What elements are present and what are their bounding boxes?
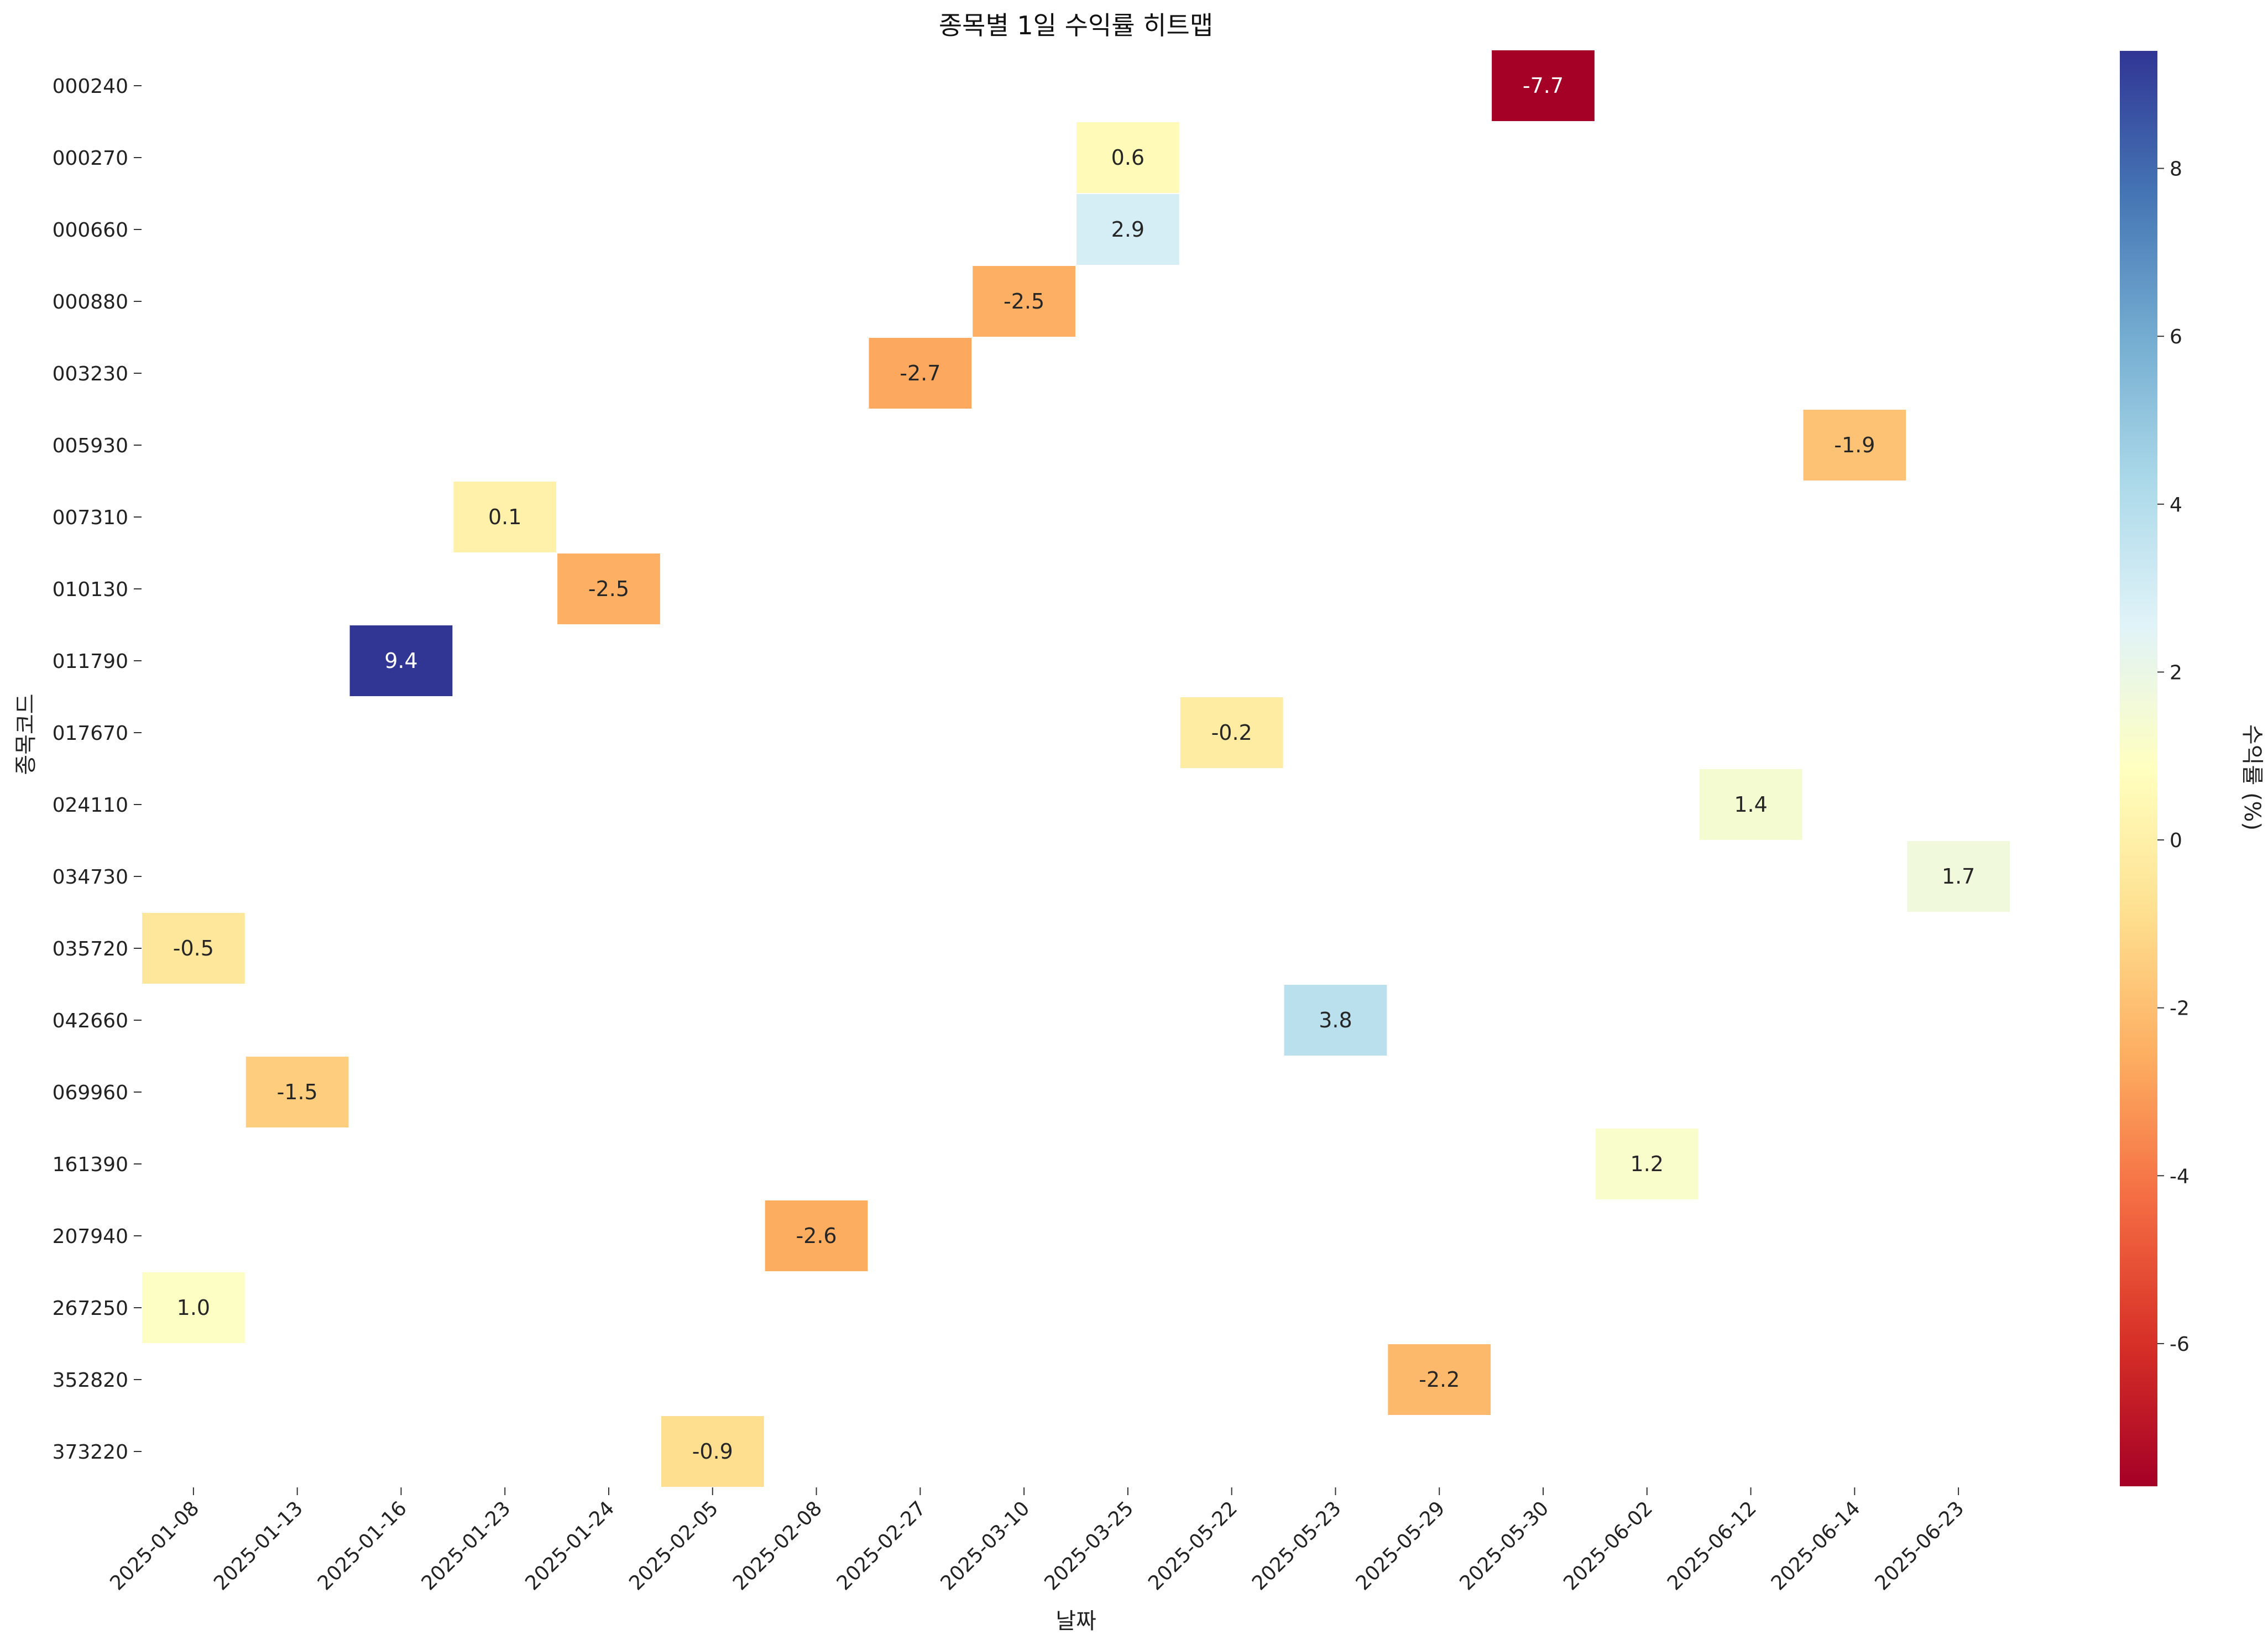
cell-value-label: 1.0 <box>177 1296 210 1320</box>
y-tick-label: 024110 <box>53 794 128 817</box>
cell-value-label: -0.5 <box>173 936 214 960</box>
y-tick-label: 011790 <box>53 650 128 673</box>
cell-value-label: 0.6 <box>1111 145 1145 170</box>
plot-area: -7.7 0.6 2.9 -2.5 -2.7 -1.9 0.1 -2.5 9.4 -0.2 1.4 1… <box>141 49 2011 1488</box>
y-tick-label: 207940 <box>53 1225 128 1248</box>
heatmap-cell <box>1594 1127 1700 1200</box>
x-axis-label: 날짜 <box>1055 1609 1096 1634</box>
x-tick-label: 2025-05-29 <box>1352 1497 1450 1595</box>
heatmap-cell <box>1075 193 1180 266</box>
y-tick-label: 007310 <box>53 506 128 529</box>
cell-value-label: -2.5 <box>1004 289 1044 314</box>
colorbar-tick-label: -4 <box>2170 1165 2189 1188</box>
heatmap-cell <box>556 552 661 625</box>
x-axis: 2025-01-08 2025-01-13 2025-01-16 2025-01-23… <box>106 1487 1968 1595</box>
y-axis: 000240 000270 000660 000880 003230 005930 0073… <box>53 75 142 1464</box>
y-tick-label: 034730 <box>53 866 128 889</box>
y-tick-label: 069960 <box>53 1082 128 1104</box>
x-tick-label: 2025-01-08 <box>106 1497 203 1595</box>
heatmap-cell <box>1491 49 1596 122</box>
cell-value-label: -2.2 <box>1419 1367 1460 1392</box>
x-tick-label: 2025-01-24 <box>521 1497 619 1595</box>
x-tick-label: 2025-06-12 <box>1663 1497 1761 1595</box>
cell-value-label: 1.4 <box>1734 792 1767 817</box>
heatmap-cell <box>141 912 246 985</box>
heatmap-cell <box>1698 768 1804 841</box>
cell-value-label: -0.9 <box>692 1439 733 1464</box>
x-tick-label: 2025-05-30 <box>1455 1497 1553 1595</box>
cell-value-label: 1.7 <box>1942 864 1975 889</box>
heatmap-cell <box>660 1415 765 1488</box>
y-tick-label: 000240 <box>53 75 128 98</box>
heatmap-cell <box>1075 121 1180 194</box>
cell-value-label: 9.4 <box>384 649 417 673</box>
cell-value-label: 0.1 <box>488 505 521 529</box>
heatmap-cell <box>1387 1343 1492 1416</box>
y-tick-label: 000880 <box>53 291 128 314</box>
y-tick-label: 003230 <box>53 363 128 385</box>
y-tick-label: 000270 <box>53 147 128 170</box>
cell-value-label: -2.7 <box>900 361 940 385</box>
cell-value-label: 3.8 <box>1319 1008 1352 1032</box>
y-tick-label: 042660 <box>53 1010 128 1032</box>
cell-value-label: -7.7 <box>1523 74 1564 98</box>
y-tick-label: 352820 <box>53 1369 128 1392</box>
x-tick-label: 2025-03-10 <box>937 1497 1034 1595</box>
heatmap-cell <box>971 265 1076 338</box>
y-tick-label: 267250 <box>53 1297 128 1320</box>
cell-value-label: -1.9 <box>1834 433 1875 457</box>
x-tick-label: 2025-01-13 <box>210 1497 307 1595</box>
colorbar-tick-label: 6 <box>2170 326 2182 348</box>
x-tick-label: 2025-06-14 <box>1767 1497 1865 1595</box>
heatmap-cell <box>1179 696 1284 769</box>
colorbar-label: 수익률 (%) <box>2239 724 2265 831</box>
heatmap-cell <box>1906 840 2011 913</box>
chart-title: 종목별 1일 수익률 히트맵 <box>939 11 1213 40</box>
colorbar-tick-label: 0 <box>2170 829 2182 852</box>
heatmap-cell <box>1802 409 1908 482</box>
x-tick-label: 2025-03-25 <box>1040 1497 1138 1595</box>
heatmap-cell <box>452 481 558 553</box>
heatmap-cell <box>244 1056 350 1129</box>
heatmap-cell <box>764 1199 869 1272</box>
x-tick-label: 2025-01-16 <box>313 1497 411 1595</box>
x-tick-label: 2025-05-23 <box>1248 1497 1346 1595</box>
colorbar-tick-label: -2 <box>2170 998 2189 1020</box>
colorbar: -6 -4 -2 0 2 4 6 8 <box>2120 51 2189 1486</box>
x-tick-label: 2025-06-02 <box>1559 1497 1657 1595</box>
y-tick-label: 017670 <box>53 722 128 745</box>
cell-value-label: -2.6 <box>796 1224 837 1248</box>
x-tick-label: 2025-02-08 <box>729 1497 827 1595</box>
heatmap-cell <box>1283 984 1388 1057</box>
y-tick-label: 000660 <box>53 219 128 242</box>
colorbar-tick-label: 2 <box>2170 661 2182 684</box>
cell-value-label: 1.2 <box>1631 1152 1664 1176</box>
colorbar-tick-label: 4 <box>2170 494 2182 516</box>
cell-value-label: 2.9 <box>1111 217 1145 242</box>
x-tick-label: 2025-06-23 <box>1871 1497 1969 1595</box>
x-tick-label: 2025-02-05 <box>625 1497 723 1595</box>
cell-value-label: -1.5 <box>277 1080 318 1104</box>
y-tick-label: 010130 <box>53 578 128 601</box>
colorbar-gradient <box>2120 51 2157 1486</box>
heatmap-cell <box>868 337 973 410</box>
y-tick-label: 035720 <box>53 938 128 960</box>
colorbar-tick-label: 8 <box>2170 158 2182 181</box>
y-tick-label: 005930 <box>53 435 128 457</box>
cell-value-label: -0.2 <box>1211 720 1252 745</box>
y-tick-label: 161390 <box>53 1153 128 1176</box>
x-tick-label: 2025-05-22 <box>1144 1497 1242 1595</box>
y-axis-label: 종목코드 <box>13 693 39 775</box>
x-tick-label: 2025-01-23 <box>417 1497 515 1595</box>
heatmap-cell <box>348 624 454 697</box>
x-tick-label: 2025-02-27 <box>833 1497 931 1595</box>
cell-value-label: -2.5 <box>588 577 629 601</box>
colorbar-tick-label: -6 <box>2170 1333 2189 1356</box>
y-tick-label: 373220 <box>53 1441 128 1464</box>
